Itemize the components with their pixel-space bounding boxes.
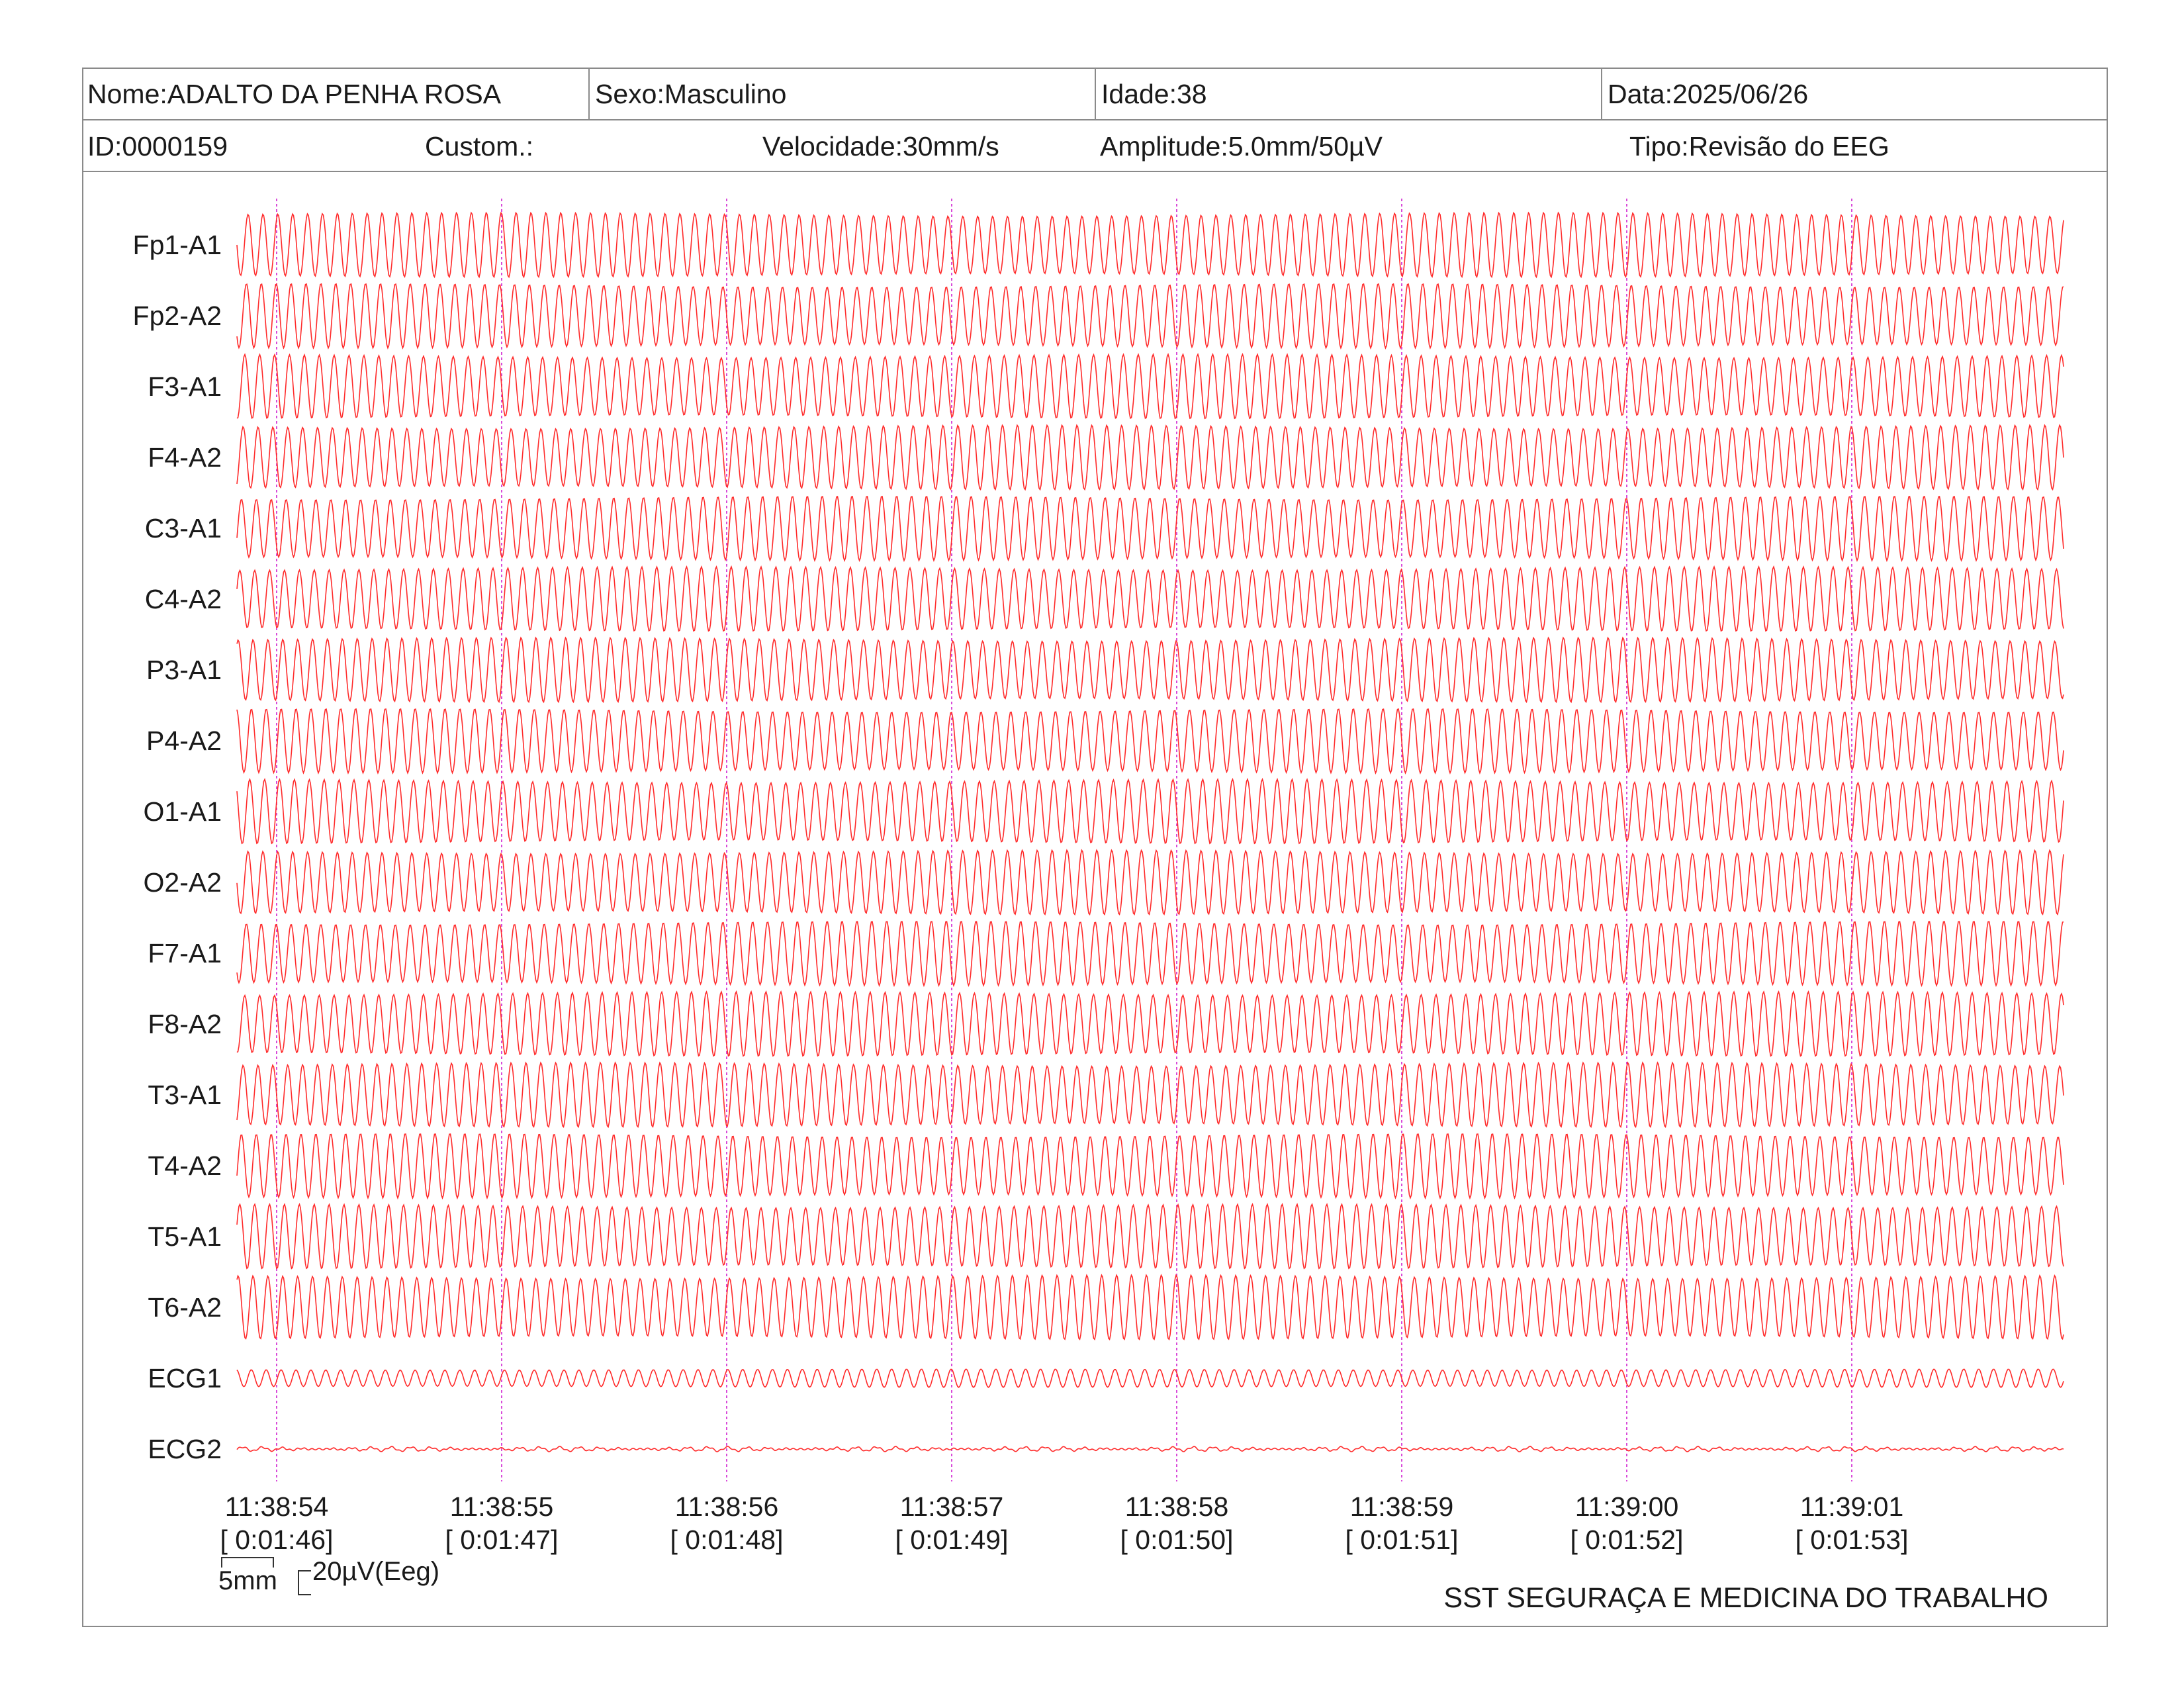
- eeg-trace: [236, 352, 2064, 420]
- channel-label: T4-A2: [148, 1150, 222, 1181]
- channel-label: T6-A2: [148, 1292, 222, 1323]
- patient-id: ID:0000159: [87, 131, 228, 162]
- channel-label: P3-A1: [146, 655, 222, 685]
- eeg-trace: [236, 1368, 2064, 1388]
- channel-label: C4-A2: [145, 584, 222, 614]
- time-label-elapsed: [ 0:01:48]: [670, 1524, 784, 1555]
- patient-sex: Sexo:Masculino: [588, 68, 1095, 119]
- time-label-clock: 11:38:57: [900, 1491, 1004, 1522]
- time-label-clock: 11:38:58: [1125, 1491, 1229, 1522]
- header-row-recording: ID:0000159 Custom.: Velocidade:30mm/s Am…: [82, 120, 2108, 172]
- time-label-elapsed: [ 0:01:49]: [895, 1524, 1009, 1555]
- channel-label: T3-A1: [148, 1080, 222, 1110]
- channel-label: T5-A1: [148, 1221, 222, 1252]
- eeg-trace: [236, 636, 2064, 704]
- time-label-elapsed: [ 0:01:50]: [1120, 1524, 1234, 1555]
- time-label-elapsed: [ 0:01:53]: [1796, 1524, 1909, 1555]
- channel-label: ECG1: [148, 1363, 222, 1393]
- exam-date: Data:2025/06/26: [1601, 68, 2108, 119]
- eeg-trace: [236, 424, 2064, 491]
- channel-label: C3-A1: [145, 513, 222, 543]
- eeg-trace: [236, 1061, 2064, 1129]
- eeg-trace: [236, 708, 2064, 775]
- time-label-elapsed: [ 0:01:51]: [1345, 1524, 1459, 1555]
- time-label-clock: 11:38:56: [675, 1491, 779, 1522]
- eeg-trace: [236, 283, 2064, 350]
- channel-label: O2-A2: [144, 867, 222, 898]
- exam-type: Tipo:Revisão do EEG: [1629, 131, 1889, 162]
- time-label-clock: 11:38:54: [225, 1491, 329, 1522]
- eeg-trace: [236, 990, 2064, 1057]
- time-label-elapsed: [ 0:01:46]: [220, 1524, 334, 1555]
- uv-scale-bar: [298, 1570, 311, 1595]
- eeg-trace: [236, 1274, 2064, 1340]
- patient-age: Idade:38: [1095, 68, 1601, 119]
- time-label-elapsed: [ 0:01:52]: [1570, 1524, 1684, 1555]
- time-label-clock: 11:39:00: [1575, 1491, 1679, 1522]
- time-label-elapsed: [ 0:01:47]: [445, 1524, 559, 1555]
- uv-scale-label: 20µV(Eeg): [312, 1557, 440, 1586]
- custom-field: Custom.:: [425, 131, 534, 162]
- eeg-trace: [236, 849, 2064, 916]
- eeg-trace: [236, 1446, 2064, 1453]
- eeg-trace: [236, 565, 2064, 632]
- eeg-trace: [236, 211, 2064, 279]
- channel-label: F8-A2: [148, 1009, 222, 1039]
- channel-label: F4-A2: [148, 442, 222, 473]
- speed-setting: Velocidade:30mm/s: [762, 131, 999, 162]
- eeg-trace: [236, 778, 2064, 845]
- eeg-trace: [236, 1133, 2064, 1200]
- header-row-patient: Nome:ADALTO DA PENHA ROSA Sexo:Masculino…: [82, 68, 2108, 120]
- company-footer: SST SEGURAÇA E MEDICINA DO TRABALHO: [1443, 1582, 2048, 1614]
- channel-label: ECG2: [148, 1434, 222, 1464]
- channel-label: O1-A1: [144, 796, 222, 827]
- channel-label: Fp2-A2: [133, 301, 222, 331]
- patient-name: Nome:ADALTO DA PENHA ROSA: [87, 79, 502, 109]
- mm-scale-label: 5mm: [218, 1566, 277, 1595]
- channel-label: F7-A1: [148, 938, 222, 968]
- channel-label: Fp1-A1: [133, 230, 222, 260]
- channel-label: F3-A1: [148, 371, 222, 402]
- amplitude-setting: Amplitude:5.0mm/50µV: [1100, 131, 1383, 162]
- eeg-trace: [236, 921, 2064, 988]
- mm-scale-bar: [221, 1557, 274, 1568]
- time-label-clock: 11:39:01: [1800, 1491, 1904, 1522]
- channel-label: P4-A2: [146, 726, 222, 756]
- time-label-clock: 11:38:59: [1350, 1491, 1454, 1522]
- time-label-clock: 11:38:55: [450, 1491, 554, 1522]
- eeg-trace: [236, 495, 2064, 563]
- eeg-trace: [236, 1203, 2064, 1270]
